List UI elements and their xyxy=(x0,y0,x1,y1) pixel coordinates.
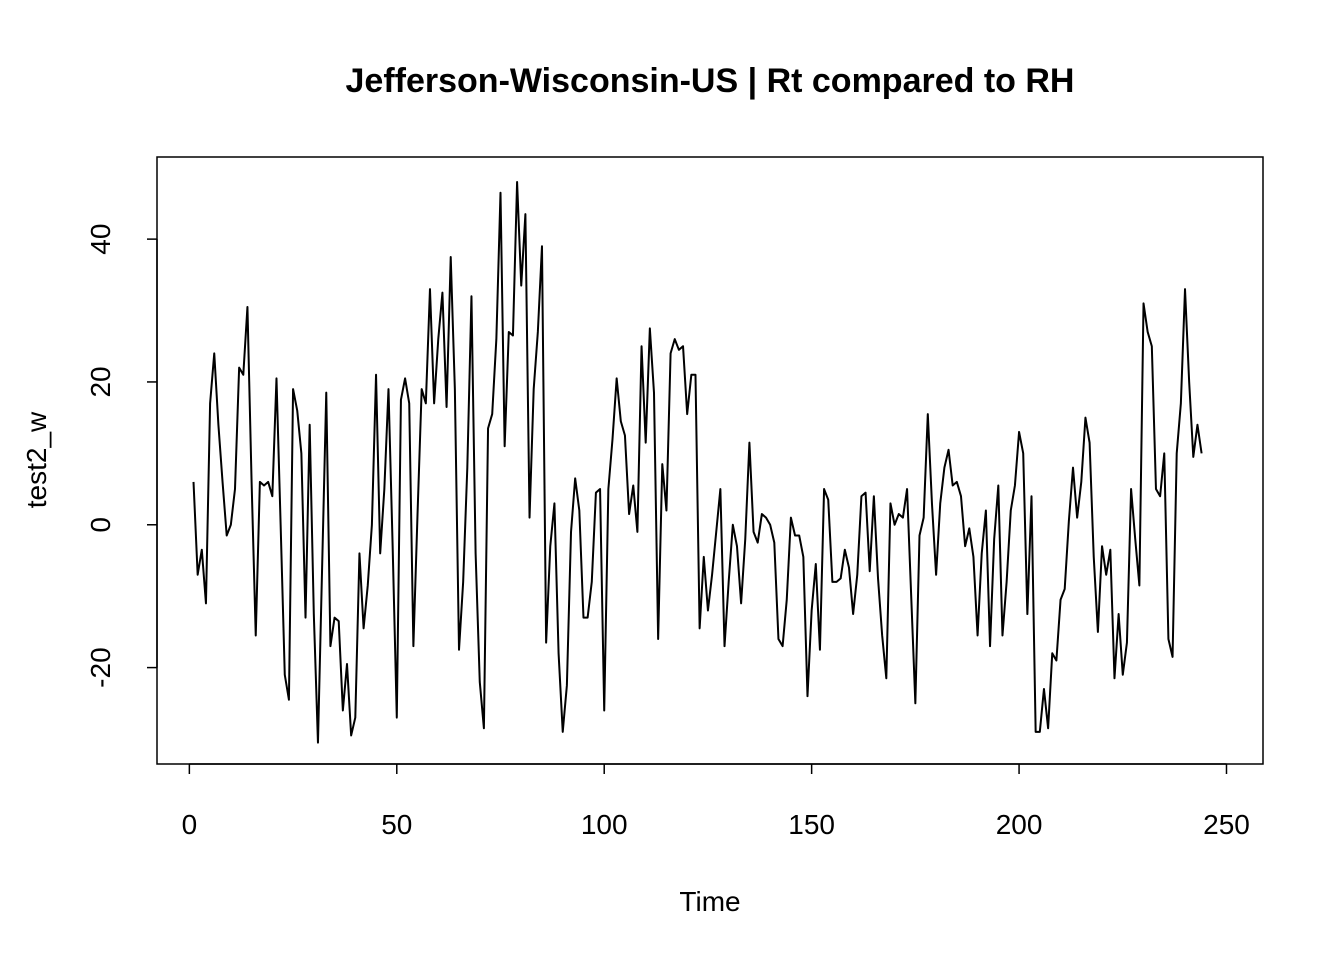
y-tick-label: 40 xyxy=(85,224,116,255)
y-axis: -20 0 20 40 xyxy=(85,224,158,688)
y-tick-label: -20 xyxy=(85,647,116,687)
y-tick-label: 20 xyxy=(85,366,116,397)
x-tick-label: 250 xyxy=(1203,809,1250,840)
series-layer xyxy=(192,180,1203,744)
chart-title: Jefferson-Wisconsin-US | Rt compared to … xyxy=(346,62,1075,100)
x-axis: 0 50 100 150 200 250 xyxy=(182,763,1250,840)
y-tick-label: 0 xyxy=(85,517,116,533)
plot-frame xyxy=(156,156,1264,765)
x-tick-label: 50 xyxy=(381,809,412,840)
x-tick-label: 150 xyxy=(788,809,835,840)
x-axis-label: Time xyxy=(679,886,740,917)
series-line xyxy=(192,180,1203,744)
x-tick-label: 0 xyxy=(182,809,198,840)
x-tick-label: 200 xyxy=(996,809,1043,840)
y-axis-label: test2_w xyxy=(21,411,52,508)
x-tick-label: 100 xyxy=(581,809,628,840)
